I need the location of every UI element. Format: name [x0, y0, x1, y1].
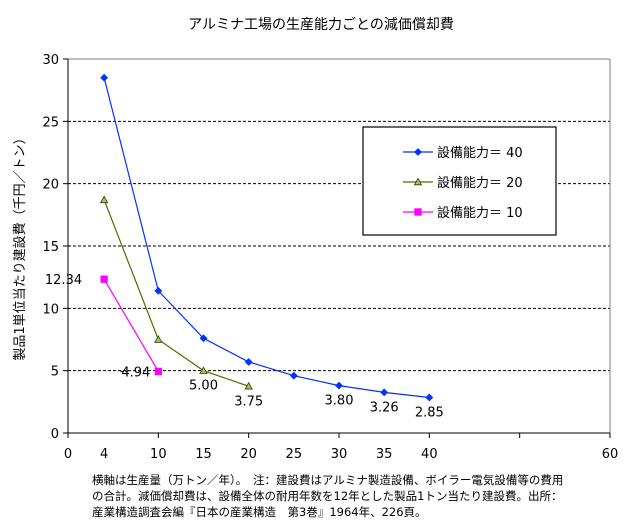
- x-tick-labels: 0 4 10 15 20 25 30 35 40 60: [64, 447, 618, 462]
- x-tick-label: 40: [421, 447, 438, 462]
- data-label: 4.94: [121, 365, 150, 380]
- legend-marker: [414, 208, 422, 216]
- y-tick-label: 25: [42, 115, 59, 130]
- x-tick-label: 4: [100, 447, 108, 462]
- legend-marker: [414, 148, 422, 156]
- series: [99, 195, 253, 390]
- data-point: [335, 381, 343, 390]
- data-point: [154, 335, 163, 343]
- data-point: [289, 371, 298, 380]
- series-line: [103, 77, 430, 399]
- series-line: [103, 199, 249, 387]
- footnote: 横軸は生産量（万トン／年）。 注：建設費はアルミナ製造設備、ボイラー電気設備等の…: [92, 473, 564, 519]
- y-tick-label: 20: [42, 178, 59, 193]
- y-axis-label: 製品1単位当たり建設費（千円／トン）: [12, 131, 28, 360]
- data-point: [100, 275, 108, 283]
- x-tick-label: 10: [150, 447, 167, 462]
- axes: [63, 58, 611, 438]
- data-point: [199, 334, 208, 343]
- y-tick-label: 0: [51, 427, 59, 442]
- data-point: [244, 381, 253, 390]
- chart-title: アルミナ工場の生産能力ごとの減価償却費: [188, 16, 454, 33]
- data-label: 12.34: [45, 273, 82, 288]
- series: [100, 73, 434, 402]
- data-point: [199, 366, 208, 374]
- data-label: 2.85: [415, 405, 444, 420]
- x-tick-label: 35: [376, 447, 393, 462]
- data-label: 3.80: [325, 394, 354, 409]
- legend-label: 設備能力＝ 20: [437, 175, 523, 191]
- legend-box: [362, 126, 557, 236]
- data-labels: 12.34 4.94 5.00 3.75 3.80 3.26 2.85: [45, 273, 444, 420]
- x-tick-label: 30: [331, 447, 348, 462]
- data-point: [154, 367, 162, 376]
- data-point: [380, 388, 389, 397]
- y-tick-label: 15: [42, 240, 59, 255]
- legend-marker: [413, 177, 423, 186]
- legend-item: 設備能力＝ 20: [403, 175, 523, 191]
- chart: アルミナ工場の生産能力ごとの減価償却費 0 5 10 15 20 25 30 0 4 10 15 2…: [12, 16, 618, 462]
- data-point: [244, 358, 253, 366]
- series-group: [99, 73, 434, 402]
- legend: 設備能力＝ 40 設備能力＝ 20 設備能力＝ 10: [362, 126, 557, 236]
- x-tick-label: 60: [602, 447, 619, 462]
- data-label: 5.00: [189, 379, 218, 394]
- y-tick-label: 5: [51, 365, 59, 380]
- data-point: [100, 73, 109, 82]
- legend-label: 設備能力＝ 40: [437, 145, 523, 161]
- x-tick-label: 15: [195, 447, 212, 462]
- legend-item: 設備能力＝ 40: [403, 145, 523, 161]
- y-tick-label: 10: [42, 302, 59, 317]
- data-point: [154, 286, 163, 295]
- series: [100, 275, 162, 376]
- x-tick-label: 20: [240, 447, 257, 462]
- series-line: [103, 278, 159, 372]
- x-tick-label: 25: [286, 447, 303, 462]
- data-label: 3.75: [234, 394, 263, 409]
- x-tick-label: 0: [64, 447, 72, 462]
- data-point: [425, 393, 434, 402]
- data-point: [99, 195, 109, 204]
- legend-item: 設備能力＝ 10: [403, 205, 523, 221]
- y-tick-label: 30: [42, 53, 59, 68]
- data-label: 3.26: [370, 400, 399, 415]
- y-tick-labels: 0 5 10 15 20 25 30: [42, 53, 59, 442]
- legend-label: 設備能力＝ 10: [437, 205, 523, 221]
